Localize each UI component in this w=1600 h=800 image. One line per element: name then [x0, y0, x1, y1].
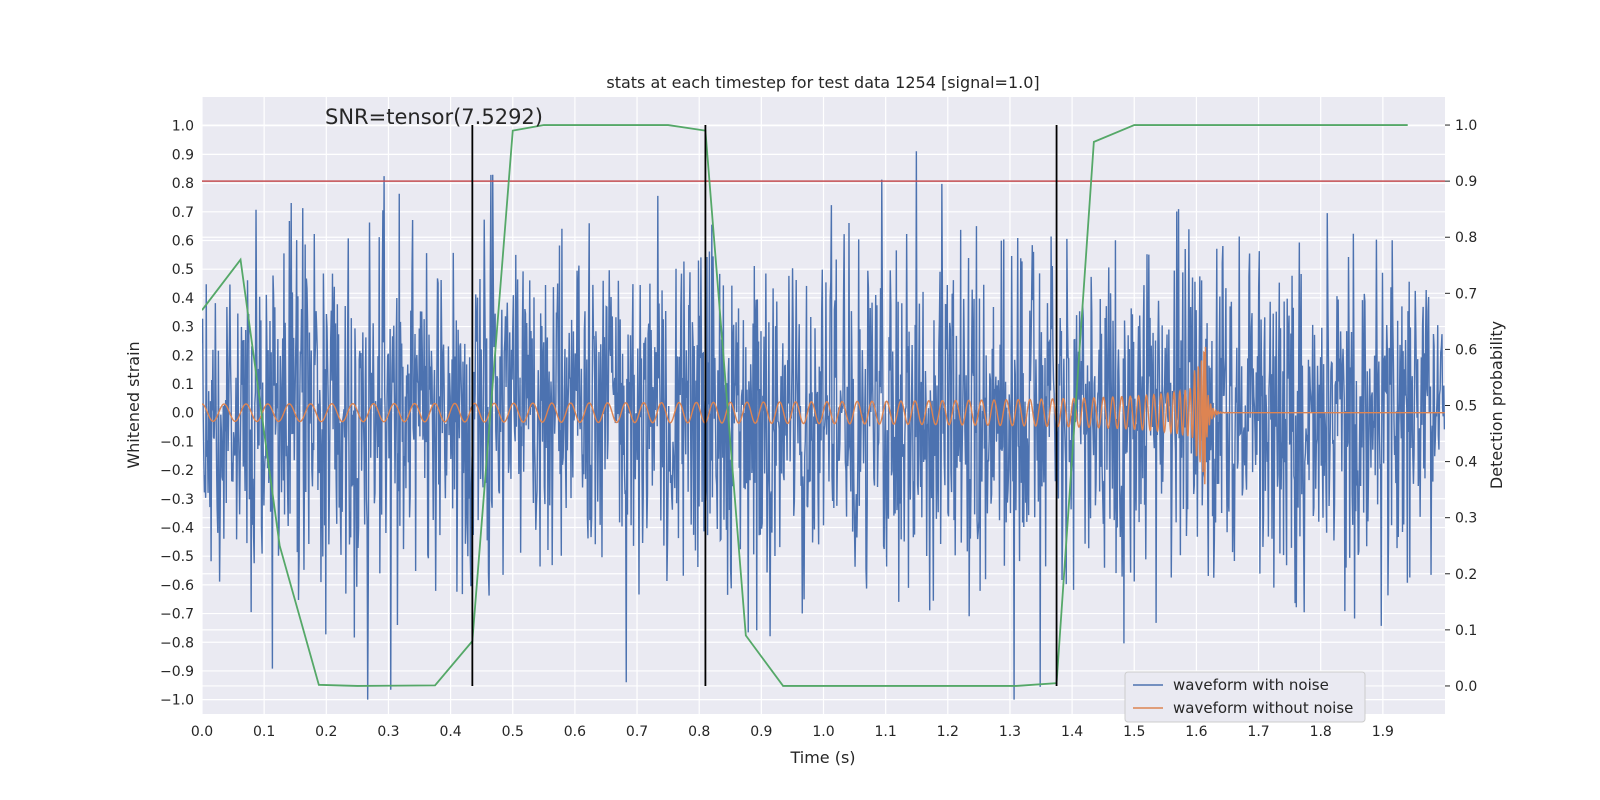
- x-tick-label: 1.1: [875, 724, 897, 740]
- x-tick-label: 1.4: [1061, 724, 1083, 740]
- legend-label-clean: waveform without noise: [1173, 699, 1353, 717]
- y2-tick-label: 0.0: [1455, 679, 1477, 695]
- y-tick-label: 0.6: [172, 233, 194, 249]
- x-tick-label: 0.8: [688, 724, 710, 740]
- x-tick-label: 1.7: [1247, 724, 1269, 740]
- y-tick-label: 0.2: [172, 348, 194, 364]
- x-tick-label: 0.6: [564, 724, 586, 740]
- x-tick-label: 0.3: [377, 724, 399, 740]
- y-tick-label: −0.8: [160, 635, 194, 651]
- y-tick-label: 0.7: [172, 205, 194, 221]
- y-tick-label: −0.6: [160, 578, 194, 594]
- x-tick-label: 1.9: [1372, 724, 1394, 740]
- x-tick-label: 0.1: [253, 724, 275, 740]
- y2-tick-label: 0.7: [1455, 286, 1477, 302]
- x-tick-label: 0.5: [502, 724, 524, 740]
- series-waveform-with-noise: [202, 151, 1445, 700]
- y2-axis-label: Detection probability: [1487, 321, 1506, 489]
- x-tick-label: 1.5: [1123, 724, 1145, 740]
- y-tick-label: 0.9: [172, 147, 194, 163]
- y2-tick-label: 0.5: [1455, 399, 1477, 415]
- y2-tick-label: 0.1: [1455, 623, 1477, 639]
- x-tick-label: 1.0: [812, 724, 834, 740]
- y2-tick-label: 1.0: [1455, 118, 1477, 134]
- y-tick-label: 0.3: [172, 320, 194, 336]
- legend: waveform with noise waveform without noi…: [1124, 671, 1366, 723]
- y-tick-label: −1.0: [160, 693, 194, 709]
- y2-tick-label: 0.6: [1455, 342, 1477, 358]
- y-tick-label: 1.0: [172, 119, 194, 135]
- x-tick-label: 1.6: [1185, 724, 1207, 740]
- y2-tick-label: 0.3: [1455, 511, 1477, 527]
- y-axis-label: Whitened strain: [124, 341, 143, 468]
- y-tick-label: −0.3: [160, 492, 194, 508]
- series-layer: [202, 124, 1445, 700]
- x-axis-ticks: 0.0 0.1 0.2 0.3 0.4 0.5 0.6 0.7 0.8 0.9 1.0 1.1 1.2 1…: [191, 724, 1394, 740]
- y-tick-label: −0.2: [160, 463, 194, 479]
- x-tick-label: 1.3: [999, 724, 1021, 740]
- y-tick-label: −0.4: [160, 520, 194, 536]
- series-waveform-without-noise: [202, 346, 1445, 485]
- y-tick-label: −0.9: [160, 664, 194, 680]
- y2-tick-label: 0.4: [1455, 455, 1477, 471]
- y2-tick-label: 0.9: [1455, 174, 1477, 190]
- y-tick-label: 0.4: [172, 291, 194, 307]
- y-tick-label: 0.0: [172, 406, 194, 422]
- y-axis-ticks: 1.0 0.9 0.8 0.7 0.6 0.5 0.4 0.3 0.2 0.1 0.0 −0.1 −0.…: [160, 119, 194, 709]
- snr-annotation: SNR=tensor(7.5292): [325, 105, 543, 129]
- x-tick-label: 0.0: [191, 724, 213, 740]
- x-tick-label: 1.2: [937, 724, 959, 740]
- x-tick-label: 0.9: [750, 724, 772, 740]
- y2-tick-label: 0.2: [1455, 567, 1477, 583]
- x-tick-label: 1.8: [1310, 724, 1332, 740]
- y-tick-label: 0.1: [172, 377, 194, 393]
- legend-label-noise: waveform with noise: [1173, 676, 1329, 694]
- y2-tick-label: 0.8: [1455, 230, 1477, 246]
- y2-axis-ticks: 1.0 0.9 0.8 0.7 0.6 0.5 0.4 0.3 0.2 0.1 0.0: [1445, 118, 1477, 695]
- x-tick-label: 0.2: [315, 724, 337, 740]
- x-axis-label: Time (s): [789, 748, 855, 767]
- y-tick-label: 0.5: [172, 262, 194, 278]
- chart-title: stats at each timestep for test data 125…: [606, 73, 1039, 92]
- y-tick-label: −0.5: [160, 549, 194, 565]
- x-tick-label: 0.4: [439, 724, 461, 740]
- y-tick-label: −0.1: [160, 434, 194, 450]
- y-tick-label: −0.7: [160, 607, 194, 623]
- legend-box: [1124, 671, 1366, 723]
- x-tick-label: 0.7: [626, 724, 648, 740]
- y-tick-label: 0.8: [172, 176, 194, 192]
